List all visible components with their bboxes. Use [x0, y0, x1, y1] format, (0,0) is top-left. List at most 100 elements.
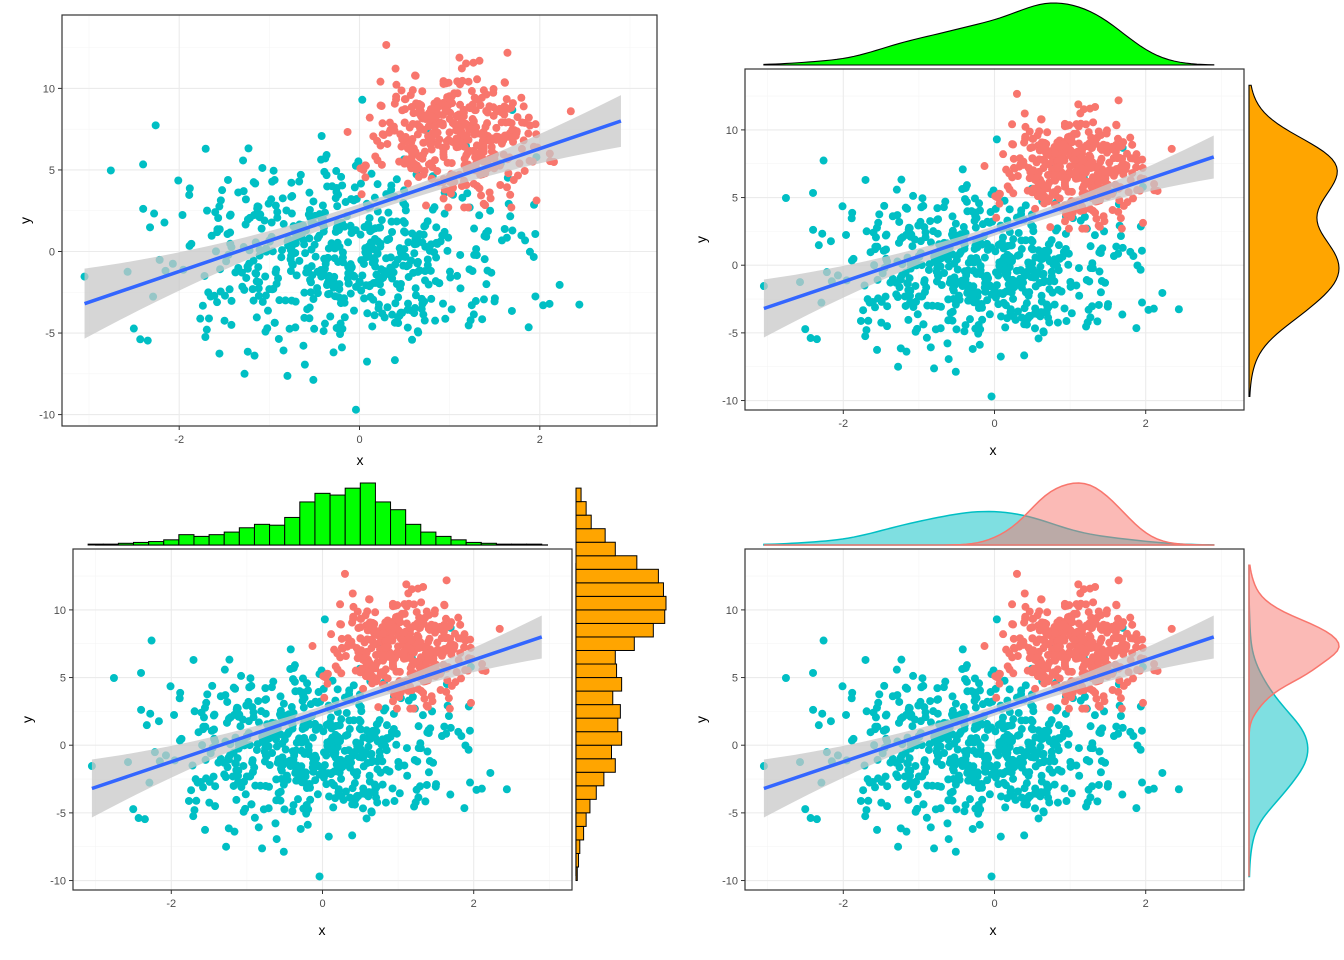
marginal-hist-y-bar — [575, 866, 578, 882]
point-group-a — [368, 726, 377, 735]
point-group-a — [809, 668, 818, 677]
point-group-a — [875, 690, 884, 699]
point-group-b — [1057, 635, 1066, 644]
point-group-a — [331, 292, 340, 301]
point-group-a — [261, 291, 270, 300]
point-group-a — [467, 301, 476, 310]
point-group-b — [1005, 649, 1014, 658]
point-group-a — [288, 260, 297, 269]
point-group-a — [894, 238, 903, 247]
marginal-hist-y-bar — [575, 501, 587, 516]
point-group-a — [948, 692, 957, 701]
point-group-a — [922, 813, 931, 822]
point-group-a — [358, 271, 367, 280]
point-group-a — [258, 163, 267, 172]
point-group-a — [362, 814, 371, 823]
point-group-a — [225, 285, 234, 294]
point-group-a — [1098, 724, 1107, 733]
point-group-a — [223, 175, 232, 184]
point-group-a — [952, 325, 961, 334]
point-group-a — [324, 290, 333, 299]
point-group-a — [901, 203, 910, 212]
point-group-a — [224, 824, 233, 833]
point-group-a — [1020, 831, 1029, 840]
point-group-a — [1086, 722, 1095, 731]
point-group-a — [930, 844, 939, 853]
point-group-a — [1080, 212, 1089, 221]
marginal-hist-x-bar — [238, 527, 255, 546]
point-group-a — [237, 671, 246, 680]
point-group-a — [896, 753, 905, 762]
point-group-b — [1066, 210, 1075, 219]
point-group-a — [980, 763, 989, 772]
point-group-b — [1039, 626, 1048, 635]
point-group-a — [287, 703, 296, 712]
point-group-a — [895, 697, 904, 706]
point-group-a — [298, 696, 307, 705]
point-group-a — [1005, 205, 1014, 214]
x-axis-title: x — [990, 922, 997, 938]
point-group-a — [241, 195, 250, 204]
point-group-b — [1048, 669, 1057, 678]
point-group-a — [904, 766, 913, 775]
point-group-a — [391, 299, 400, 308]
point-group-a — [987, 392, 996, 401]
point-group-b — [1071, 167, 1080, 176]
point-group-b — [365, 113, 374, 122]
point-group-a — [939, 203, 948, 212]
point-group-a — [952, 735, 961, 744]
point-group-b — [1050, 623, 1059, 632]
marginal-hist-y-bar — [575, 852, 580, 868]
point-group-b — [1036, 188, 1045, 197]
point-group-b — [320, 693, 329, 702]
point-group-b — [1113, 154, 1122, 163]
point-group-a — [1038, 254, 1047, 263]
point-group-a — [1050, 780, 1059, 789]
point-group-a — [483, 266, 492, 275]
point-group-a — [1103, 302, 1112, 311]
point-group-a — [250, 351, 259, 360]
marginal-hist-y-bar — [575, 555, 638, 570]
marginal-hist-x-bar — [329, 494, 346, 546]
point-group-a — [356, 179, 365, 188]
point-group-a — [366, 292, 375, 301]
point-group-b — [452, 134, 461, 143]
point-group-b — [371, 608, 380, 617]
marginal-hist-x-bar — [163, 539, 180, 546]
point-group-b — [1086, 205, 1095, 214]
point-group-a — [881, 231, 890, 240]
point-group-a — [1029, 227, 1038, 236]
x-axis-title: x — [357, 452, 364, 468]
point-group-a — [961, 195, 970, 204]
point-group-a — [308, 733, 317, 742]
point-group-a — [959, 223, 968, 232]
marginal-hist-x-bar — [495, 543, 513, 546]
point-group-a — [421, 797, 430, 806]
point-group-a — [883, 322, 892, 331]
point-group-b — [1066, 690, 1075, 699]
point-group-a — [254, 823, 263, 832]
point-group-b — [424, 611, 433, 620]
point-group-b — [1020, 589, 1029, 598]
point-group-b — [1079, 636, 1088, 645]
point-group-a — [275, 296, 284, 305]
point-group-b — [392, 667, 401, 676]
point-group-b — [1060, 602, 1069, 611]
point-group-a — [324, 745, 333, 754]
point-group-a — [971, 721, 980, 730]
point-group-b — [1062, 623, 1071, 632]
point-group-a — [894, 362, 903, 371]
scatter-panel-top-right: -2 0 2 -10 -5 0 5 10 x y — [693, 2, 1340, 458]
point-group-b — [398, 635, 407, 644]
marginal-hist-y-bar — [575, 812, 587, 827]
point-group-b — [1078, 644, 1087, 653]
point-group-a — [315, 872, 324, 881]
point-group-a — [955, 758, 964, 767]
point-group-a — [334, 762, 343, 771]
marginal-hist-x-bar — [374, 501, 392, 546]
point-group-a — [178, 211, 187, 220]
point-group-a — [486, 768, 495, 777]
point-group-b — [1079, 156, 1088, 165]
point-group-a — [129, 324, 138, 333]
point-group-a — [1017, 690, 1026, 699]
